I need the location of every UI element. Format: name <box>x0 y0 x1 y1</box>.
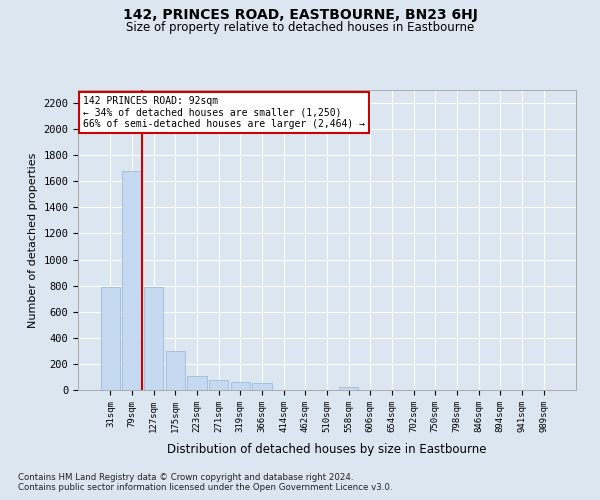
Text: Contains public sector information licensed under the Open Government Licence v3: Contains public sector information licen… <box>18 482 392 492</box>
Bar <box>144 287 163 390</box>
Bar <box>230 382 250 390</box>
Bar <box>252 384 272 390</box>
Text: Size of property relative to detached houses in Eastbourne: Size of property relative to detached ho… <box>126 21 474 34</box>
Bar <box>339 386 358 390</box>
Bar <box>187 376 207 390</box>
Y-axis label: Number of detached properties: Number of detached properties <box>28 152 38 328</box>
Text: Contains HM Land Registry data © Crown copyright and database right 2024.: Contains HM Land Registry data © Crown c… <box>18 472 353 482</box>
Text: 142 PRINCES ROAD: 92sqm
← 34% of detached houses are smaller (1,250)
66% of semi: 142 PRINCES ROAD: 92sqm ← 34% of detache… <box>83 96 365 129</box>
Bar <box>209 380 229 390</box>
Bar <box>122 171 142 390</box>
Text: 142, PRINCES ROAD, EASTBOURNE, BN23 6HJ: 142, PRINCES ROAD, EASTBOURNE, BN23 6HJ <box>122 8 478 22</box>
Bar <box>166 351 185 390</box>
Bar <box>101 287 120 390</box>
Text: Distribution of detached houses by size in Eastbourne: Distribution of detached houses by size … <box>167 442 487 456</box>
